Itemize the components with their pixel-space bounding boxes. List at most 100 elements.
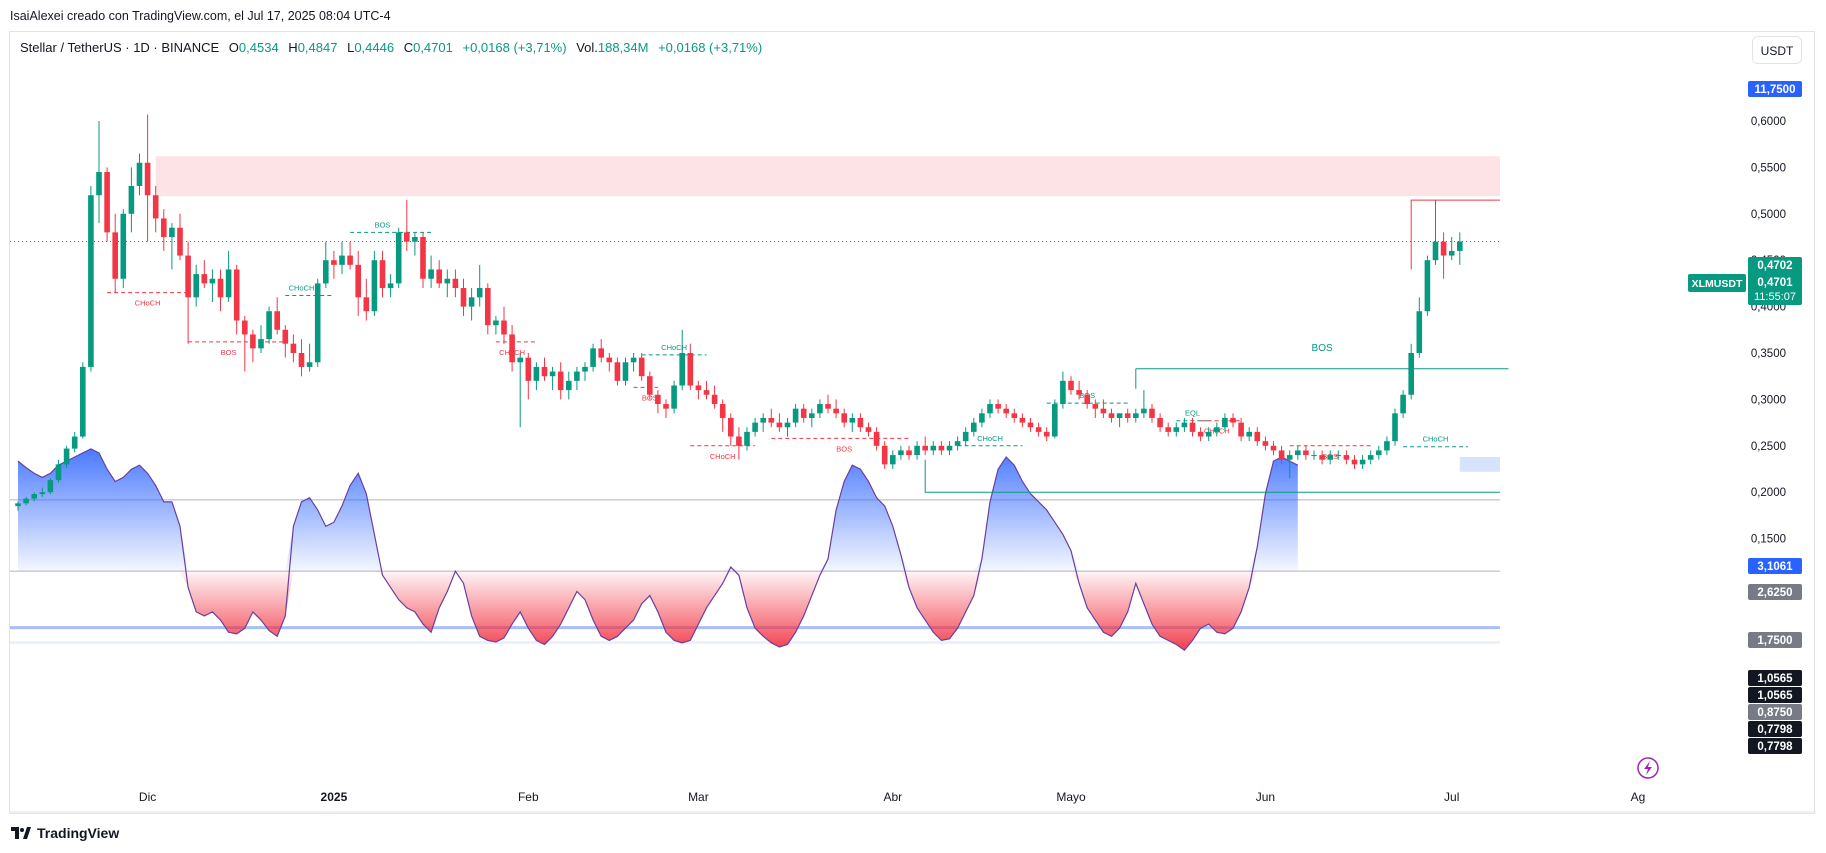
- candle-body: [509, 334, 515, 363]
- candle-body: [1351, 459, 1358, 465]
- candle-body: [282, 329, 289, 344]
- price-axis-tick: 0,1500: [1751, 534, 1786, 546]
- candle-body: [266, 311, 272, 340]
- candle-body: [533, 366, 540, 381]
- candle-body: [1165, 427, 1171, 432]
- candle-body: [63, 448, 70, 465]
- currency-button[interactable]: USDT: [1752, 36, 1802, 64]
- candle-body: [71, 436, 78, 449]
- candle-body: [298, 353, 305, 367]
- candle-body: [55, 464, 62, 481]
- candle-body: [1214, 427, 1220, 432]
- structure-label-bos: BOS: [836, 444, 852, 453]
- candle-body: [954, 441, 961, 446]
- candle-body: [1416, 311, 1423, 353]
- ohlc-legend: Stellar / TetherUS · 1D · BINANCE O0,453…: [20, 40, 762, 55]
- oscillator-value-label: 1,0565: [1757, 690, 1793, 702]
- candle-body: [1230, 417, 1236, 423]
- candle-body: [711, 394, 718, 405]
- candle-body: [1424, 260, 1431, 312]
- candle-body: [274, 311, 280, 330]
- candle-body: [930, 445, 937, 451]
- oscillator-value-label: 1,7500: [1757, 635, 1792, 647]
- oscillator-value-label-bg: [1748, 738, 1802, 754]
- candle-body: [1141, 408, 1147, 414]
- candle-body: [1076, 390, 1082, 395]
- top-price-label-bg: [1748, 81, 1802, 97]
- price-axis-tick: 0,2500: [1751, 441, 1786, 453]
- lightning-icon: [1637, 757, 1659, 779]
- candle-body: [1359, 459, 1366, 465]
- candle-body: [946, 445, 953, 451]
- candle-body: [355, 264, 361, 298]
- lightning-icon-circle: [1637, 757, 1659, 779]
- candle-body: [873, 431, 880, 446]
- candle-body: [881, 445, 888, 465]
- candle-body: [809, 413, 815, 418]
- candle-body: [476, 288, 483, 298]
- candle-body: [47, 480, 54, 493]
- candle-body: [987, 404, 993, 414]
- candle-body: [1222, 417, 1228, 428]
- lightning-icon-bolt: [1644, 761, 1652, 775]
- candle-body: [1238, 422, 1244, 437]
- open-value: 0,4534: [238, 40, 279, 55]
- candle-body: [468, 297, 475, 307]
- candle-body: [598, 348, 604, 358]
- candle-body: [1108, 413, 1115, 418]
- candle-body: [792, 408, 799, 423]
- volume-label: Vol.: [576, 40, 598, 55]
- candle-body: [233, 269, 240, 321]
- structure-label-choch: CHoCH: [977, 434, 1003, 443]
- candle-body: [1408, 353, 1414, 395]
- candle-body: [1092, 404, 1099, 409]
- candle-body: [136, 162, 143, 186]
- candle-body: [938, 445, 945, 451]
- price-axis-tick: 0,5000: [1751, 209, 1786, 221]
- structure-label-bos: BOS: [221, 348, 237, 357]
- candle-body: [841, 413, 847, 423]
- candle-body: [1295, 450, 1301, 456]
- candle-body: [760, 417, 766, 423]
- time-axis-label: Jul: [1444, 790, 1459, 804]
- candle-body: [525, 357, 532, 381]
- candle-body: [39, 492, 46, 495]
- candle-body: [979, 413, 985, 423]
- candle-body: [420, 237, 426, 279]
- countdown-label: 11:55:07: [1754, 291, 1796, 303]
- candle-body: [347, 255, 353, 265]
- candle-body: [1043, 431, 1050, 437]
- candle-body: [1157, 417, 1163, 428]
- candle-body: [331, 260, 337, 265]
- candle-body: [663, 404, 669, 409]
- oscillator-bull-area: [18, 448, 1298, 572]
- candle-body: [541, 366, 548, 377]
- candle-body: [1133, 413, 1139, 418]
- candle-body: [428, 269, 434, 279]
- symbol-title[interactable]: Stellar / TetherUS · 1D · BINANCE: [20, 40, 220, 55]
- structure-label-choch: CHoCH: [710, 452, 736, 461]
- candle-body: [590, 348, 596, 367]
- candle-body: [23, 498, 29, 504]
- candle-body: [1254, 431, 1261, 442]
- candle-body: [161, 218, 167, 237]
- candle-body: [614, 362, 621, 381]
- candle-body: [1440, 241, 1447, 256]
- tradingview-logo[interactable]: TradingView: [11, 825, 119, 841]
- resistance-line: [1410, 199, 1500, 270]
- candle-body: [1343, 455, 1350, 460]
- candle-body: [1327, 455, 1333, 460]
- candle-body: [655, 394, 661, 405]
- candle-body: [436, 269, 442, 284]
- oscillator-value-label-bg: [1748, 687, 1802, 703]
- candle-body: [857, 417, 864, 428]
- time-axis-label: Mar: [688, 790, 709, 804]
- candle-body: [995, 404, 1001, 409]
- time-axis-label: Feb: [518, 790, 539, 804]
- candle-body: [517, 357, 523, 363]
- candle-body: [784, 422, 791, 428]
- candle-body: [306, 362, 313, 367]
- candle-body: [379, 260, 386, 289]
- candle-body: [217, 278, 224, 298]
